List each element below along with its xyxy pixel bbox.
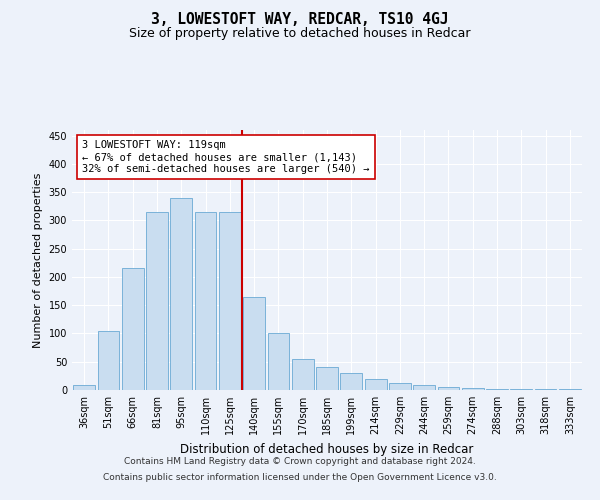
Bar — [462, 388, 484, 390]
Bar — [219, 212, 241, 390]
Bar — [437, 387, 460, 390]
Bar — [268, 334, 289, 390]
Text: 3 LOWESTOFT WAY: 119sqm
← 67% of detached houses are smaller (1,143)
32% of semi: 3 LOWESTOFT WAY: 119sqm ← 67% of detache… — [82, 140, 370, 173]
Bar — [146, 212, 168, 390]
Bar — [243, 296, 265, 390]
Bar — [170, 198, 192, 390]
Bar — [389, 383, 411, 390]
Bar — [535, 389, 556, 390]
Bar — [194, 212, 217, 390]
Text: Contains public sector information licensed under the Open Government Licence v3: Contains public sector information licen… — [103, 472, 497, 482]
Bar — [97, 330, 119, 390]
X-axis label: Distribution of detached houses by size in Redcar: Distribution of detached houses by size … — [181, 442, 473, 456]
Bar — [73, 386, 95, 390]
Bar — [292, 359, 314, 390]
Y-axis label: Number of detached properties: Number of detached properties — [33, 172, 43, 348]
Bar — [486, 389, 508, 390]
Bar — [316, 368, 338, 390]
Bar — [413, 386, 435, 390]
Text: Size of property relative to detached houses in Redcar: Size of property relative to detached ho… — [129, 28, 471, 40]
Text: Contains HM Land Registry data © Crown copyright and database right 2024.: Contains HM Land Registry data © Crown c… — [124, 458, 476, 466]
Bar — [340, 373, 362, 390]
Bar — [122, 268, 143, 390]
Bar — [559, 389, 581, 390]
Bar — [511, 389, 532, 390]
Text: 3, LOWESTOFT WAY, REDCAR, TS10 4GJ: 3, LOWESTOFT WAY, REDCAR, TS10 4GJ — [151, 12, 449, 28]
Bar — [365, 378, 386, 390]
